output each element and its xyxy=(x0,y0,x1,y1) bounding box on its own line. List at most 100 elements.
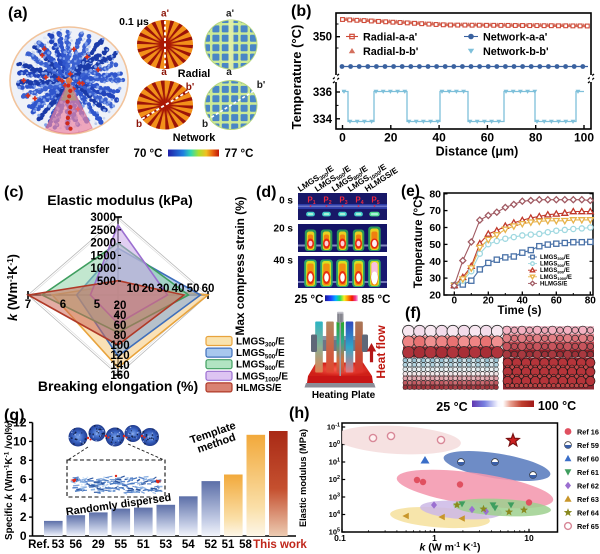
svg-text:20: 20 xyxy=(429,290,441,302)
svg-text:160: 160 xyxy=(110,370,129,382)
svg-text:Heat flow: Heat flow xyxy=(374,325,388,379)
svg-text:1: 1 xyxy=(432,533,437,543)
svg-text:12: 12 xyxy=(13,416,27,430)
svg-text:10: 10 xyxy=(524,533,534,543)
svg-text:100: 100 xyxy=(574,131,594,145)
svg-text:b: b xyxy=(136,119,142,130)
svg-text:51: 51 xyxy=(222,539,235,551)
svg-text:Ref 64: Ref 64 xyxy=(577,508,600,517)
svg-text:Ref 65: Ref 65 xyxy=(577,522,599,531)
svg-text:56: 56 xyxy=(69,539,82,551)
svg-text:Radial-a-a': Radial-a-a' xyxy=(363,32,418,44)
svg-text:50: 50 xyxy=(187,283,200,295)
svg-text:80: 80 xyxy=(114,330,127,342)
svg-text:(d): (d) xyxy=(256,184,276,201)
svg-text:51: 51 xyxy=(137,539,150,551)
svg-text:20: 20 xyxy=(114,300,127,312)
svg-text:6: 6 xyxy=(20,472,27,486)
svg-text:334: 334 xyxy=(313,114,333,126)
svg-text:20: 20 xyxy=(483,296,495,307)
svg-text:52: 52 xyxy=(204,539,217,551)
svg-text:LMGS1000/E: LMGS1000/E xyxy=(236,371,288,383)
svg-text:500: 500 xyxy=(97,276,116,288)
svg-text:Ref 59: Ref 59 xyxy=(577,441,599,450)
svg-text:5: 5 xyxy=(94,299,101,311)
svg-text:Ref 62: Ref 62 xyxy=(577,481,599,490)
svg-text:Ref 61: Ref 61 xyxy=(577,468,599,477)
svg-text:30: 30 xyxy=(429,273,441,285)
svg-text:P4: P4 xyxy=(355,196,363,207)
svg-text:336: 336 xyxy=(313,87,332,99)
svg-text:Radial: Radial xyxy=(178,68,210,80)
svg-text:80: 80 xyxy=(529,131,543,145)
svg-text:LMGS800/E: LMGS800/E xyxy=(540,268,570,274)
svg-text:60: 60 xyxy=(481,131,495,145)
svg-text:1000: 1000 xyxy=(90,263,116,275)
svg-text:Ref 60: Ref 60 xyxy=(577,454,599,463)
svg-text:6: 6 xyxy=(60,299,66,311)
svg-text:(a): (a) xyxy=(8,5,28,22)
svg-text:a: a xyxy=(226,67,232,78)
svg-text:k (W m-1 K-1): k (W m-1 K-1) xyxy=(420,542,481,554)
svg-text:a': a' xyxy=(226,9,234,20)
svg-text:100 °C: 100 °C xyxy=(538,399,576,413)
svg-text:b: b xyxy=(202,119,208,130)
svg-text:P5: P5 xyxy=(371,196,379,207)
svg-text:Elastic modulus (MPa): Elastic modulus (MPa) xyxy=(298,429,308,527)
svg-text:10: 10 xyxy=(13,434,27,448)
svg-text:LMGS800/E: LMGS800/E xyxy=(236,360,285,372)
svg-text:10-1: 10-1 xyxy=(327,423,340,432)
svg-text:b': b' xyxy=(257,80,266,91)
svg-text:Distance (μm): Distance (μm) xyxy=(436,145,519,159)
svg-text:Ref 63: Ref 63 xyxy=(577,495,599,504)
svg-text:(g): (g) xyxy=(4,407,24,424)
svg-text:20: 20 xyxy=(142,283,155,295)
svg-text:0: 0 xyxy=(452,296,458,307)
svg-text:29: 29 xyxy=(92,539,105,551)
svg-text:HLMGS/E: HLMGS/E xyxy=(236,383,282,394)
svg-text:4: 4 xyxy=(20,491,27,505)
svg-text:(f): (f) xyxy=(405,305,421,322)
svg-text:P3: P3 xyxy=(339,196,347,207)
svg-text:100: 100 xyxy=(329,440,340,449)
svg-text:LMGS300/E: LMGS300/E xyxy=(236,337,285,349)
svg-text:350: 350 xyxy=(313,32,332,44)
svg-text:70 °C: 70 °C xyxy=(134,148,163,160)
svg-text:0.1 μs: 0.1 μs xyxy=(119,16,149,28)
svg-text:(e): (e) xyxy=(401,183,420,200)
svg-text:40: 40 xyxy=(172,283,185,295)
svg-text:(c): (c) xyxy=(4,184,24,201)
svg-text:53: 53 xyxy=(159,539,172,551)
svg-text:a': a' xyxy=(161,9,169,20)
svg-text:LMGS500/E: LMGS500/E xyxy=(236,348,285,360)
svg-text:80: 80 xyxy=(585,296,597,307)
svg-text:Network-a-a': Network-a-a' xyxy=(483,32,548,44)
svg-text:8: 8 xyxy=(20,453,27,467)
svg-text:53: 53 xyxy=(52,539,65,551)
svg-text:58: 58 xyxy=(239,539,252,551)
svg-text:60: 60 xyxy=(202,283,215,295)
svg-text:P2: P2 xyxy=(323,196,331,207)
svg-text:(b): (b) xyxy=(291,3,311,20)
svg-text:102: 102 xyxy=(329,475,340,484)
svg-text:54: 54 xyxy=(182,539,195,551)
svg-text:105: 105 xyxy=(329,528,340,537)
svg-text:20: 20 xyxy=(384,131,398,145)
svg-text:Breaking elongation (%): Breaking elongation (%) xyxy=(38,378,198,394)
svg-text:101: 101 xyxy=(329,458,340,467)
svg-text:Elastic modulus (kPa): Elastic modulus (kPa) xyxy=(47,192,192,208)
svg-text:40: 40 xyxy=(432,131,446,145)
svg-text:0: 0 xyxy=(339,131,346,145)
svg-text:7: 7 xyxy=(25,299,31,311)
svg-text:2500: 2500 xyxy=(90,225,116,237)
svg-text:80: 80 xyxy=(429,188,441,200)
svg-text:LMGS500/E: LMGS500/E xyxy=(540,262,570,268)
svg-text:55: 55 xyxy=(114,539,127,551)
svg-text:100: 100 xyxy=(110,340,129,352)
svg-text:3000: 3000 xyxy=(90,212,116,224)
svg-text:140: 140 xyxy=(110,360,129,372)
svg-text:This work: This work xyxy=(253,539,307,551)
svg-text:Ref.: Ref. xyxy=(28,539,50,551)
svg-text:104: 104 xyxy=(329,510,340,519)
svg-text:Max compress strain (%): Max compress strain (%) xyxy=(233,196,247,335)
